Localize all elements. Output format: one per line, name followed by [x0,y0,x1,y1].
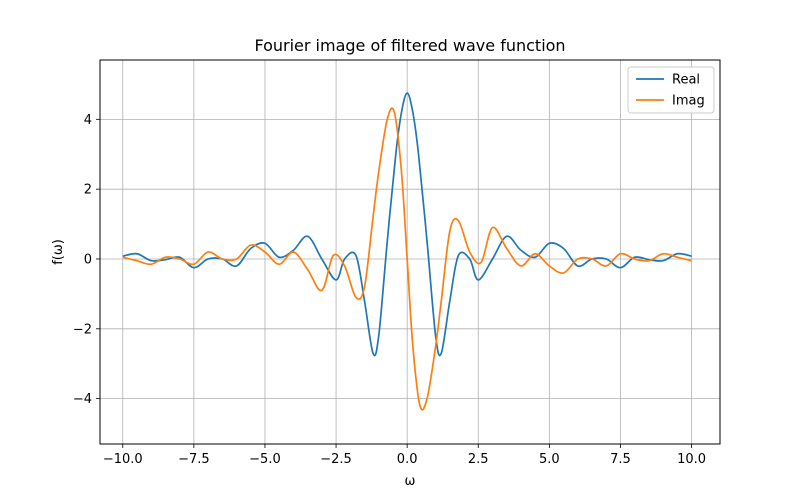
x-tick-label: 5.0 [539,452,560,467]
y-tick-label: 4 [84,113,92,128]
x-tick-label: 10.0 [677,452,706,467]
y-tick-label: −2 [73,322,92,337]
series-group [122,92,692,411]
y-tick-label: 0 [84,252,92,267]
x-tick-label: −10.0 [103,452,143,467]
x-tick-label: 2.5 [468,452,489,467]
plot-frame [99,59,721,445]
y-tick-label: 2 [84,183,92,198]
legend: Real Imag [627,66,715,114]
x-tick-label: −7.5 [178,452,210,467]
y-tick-label: −4 [73,392,92,407]
ticks: −10.0 −7.5 −5.0 −2.5 0.0 2.5 5.0 7.5 10.0 −4 −2 0 2 4 [73,113,706,467]
x-tick-label: 0.0 [397,452,418,467]
x-tick-label: 7.5 [610,452,631,467]
x-tick-label: −2.5 [320,452,352,467]
y-axis-label: f(ω) [51,239,66,265]
x-tick-label: −5.0 [249,452,281,467]
x-axis-label: ω [405,474,416,489]
legend-label: Imag [672,94,705,109]
series-line-imag [122,107,692,411]
chart-title: Fourier image of filtered wave function [254,36,565,55]
legend-label: Real [672,73,700,88]
series-line-real [122,92,692,357]
